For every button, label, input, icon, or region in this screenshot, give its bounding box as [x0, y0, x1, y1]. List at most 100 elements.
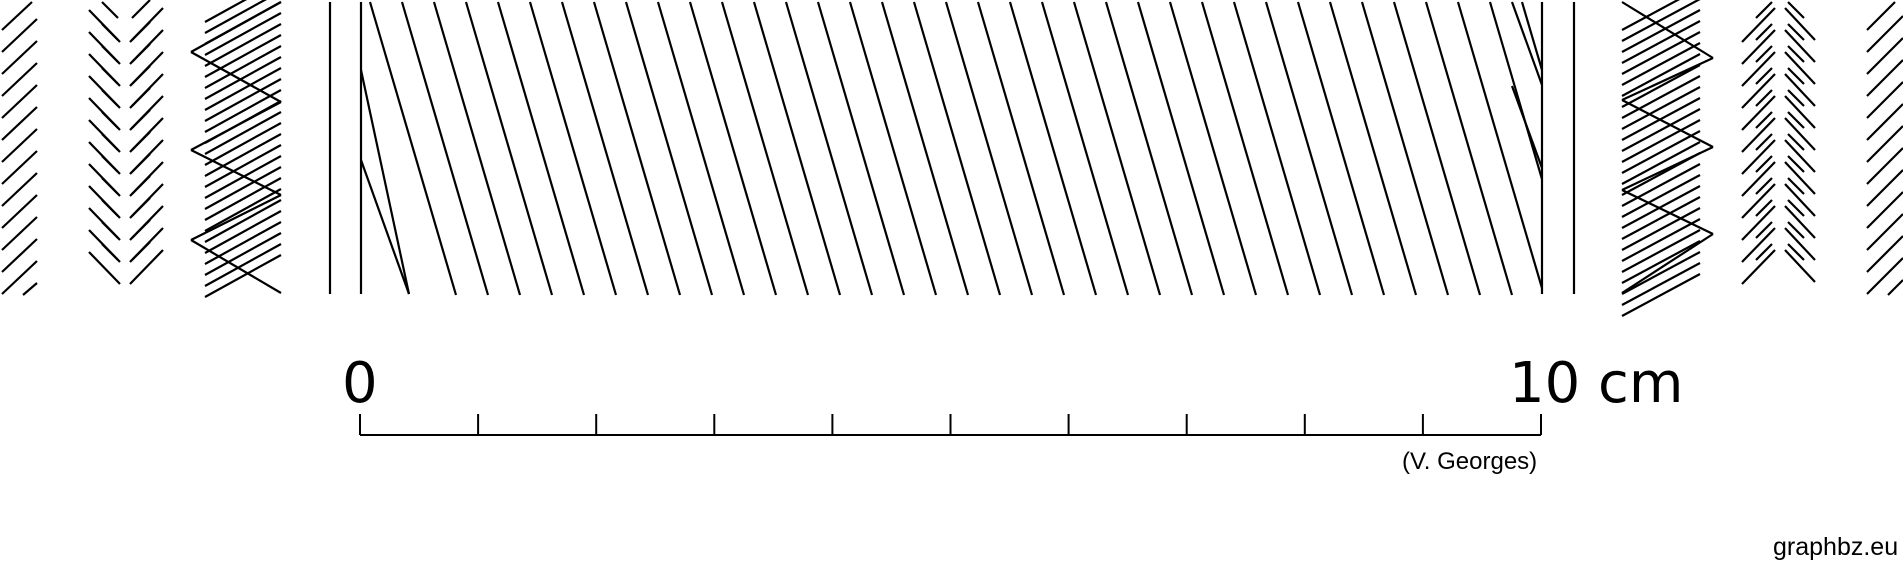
- main-band-line: [1040, 1, 1130, 296]
- stripe-line-right: [1866, 169, 1903, 207]
- sawtooth-hatch-right: [1621, 240, 1701, 284]
- stripe-line-right: [1866, 15, 1903, 53]
- chevron-line-right: [1741, 29, 1776, 65]
- sawtooth-hatch-right: [1621, 64, 1701, 108]
- scale-end-label: 10 cm: [1509, 351, 1684, 416]
- chevron-line-left: [101, 133, 119, 151]
- scale-start-label: 0: [342, 351, 378, 416]
- chevron-line-right: [1784, 29, 1816, 63]
- stripe-line-right: [1866, 147, 1903, 185]
- chevron-line-left: [131, 131, 151, 151]
- main-band-line: [1264, 1, 1354, 296]
- stripe-line-right: [1866, 191, 1903, 229]
- stripe-line-left: [1, 1, 33, 31]
- main-band-line: [496, 1, 586, 296]
- stripe-line-right: [1866, 257, 1903, 295]
- stripe-line-left: [1, 216, 38, 251]
- chevron-line-left: [101, 199, 119, 217]
- stripe-line-left: [1, 150, 38, 185]
- sawtooth-hatch-right: [1621, 229, 1701, 273]
- chevron-line-right: [1755, 221, 1773, 239]
- main-band-line: [624, 1, 714, 296]
- chevron-line-right: [1755, 23, 1773, 41]
- chevron-line-right: [1741, 117, 1776, 153]
- sawtooth-hatch-left: [204, 221, 282, 265]
- chevron-line-right: [1755, 89, 1773, 107]
- sawtooth-hatch-left: [204, 1, 282, 45]
- stripe-line-right: [1866, 125, 1903, 163]
- main-band-line: [359, 69, 411, 295]
- chevron-line-left: [101, 177, 119, 195]
- chevron-line-left: [131, 175, 151, 195]
- author-credit: (V. Georges): [1402, 448, 1538, 475]
- main-band-line: [720, 1, 810, 296]
- chevron-line-left: [129, 249, 164, 285]
- chevron-line-left: [131, 87, 151, 107]
- main-band-line: [400, 1, 490, 296]
- chevron-line-right: [1787, 243, 1805, 261]
- chevron-line-left: [101, 243, 119, 261]
- sawtooth-hatch-left: [204, 0, 267, 34]
- chevron-line-right: [1784, 183, 1816, 217]
- sawtooth-hatch-right: [1621, 97, 1701, 141]
- sawtooth-hatch-right: [1621, 185, 1701, 229]
- sawtooth-hatch-left: [204, 100, 282, 144]
- chevron-line-right: [1787, 1, 1805, 19]
- sawtooth-hatch-left: [204, 144, 282, 188]
- sawtooth-hatch-right: [1621, 207, 1701, 251]
- main-band-line: [688, 1, 778, 296]
- stripe-line-left: [1, 18, 38, 53]
- sawtooth-hatch-right: [1621, 163, 1701, 207]
- stripe-line-left: [1, 62, 38, 97]
- sawtooth-hatch-left: [204, 232, 282, 276]
- chevron-line-right: [1741, 7, 1776, 43]
- sawtooth-hatch-left: [204, 199, 282, 243]
- sawtooth-hatch-left: [204, 210, 282, 254]
- chevron-line-left: [131, 43, 151, 63]
- chevron-line-left: [101, 1, 119, 19]
- sawtooth-hatch-left: [204, 89, 282, 133]
- sawtooth-outline-left: [190, 194, 282, 241]
- main-band-line: [464, 1, 554, 296]
- chevron-line-right: [1741, 227, 1776, 263]
- chevron-line-left: [101, 111, 119, 129]
- sawtooth-hatch-right: [1621, 75, 1701, 119]
- sawtooth-outline-right: [1621, 1, 1714, 59]
- main-band-line: [912, 1, 1002, 296]
- main-band-line: [1328, 1, 1418, 296]
- main-band-line: [1200, 1, 1290, 296]
- stripe-line-right: [1866, 235, 1903, 273]
- chevron-line-left: [88, 251, 121, 285]
- sawtooth-outline-left: [190, 51, 282, 103]
- chevron-line-right: [1755, 199, 1773, 217]
- sawtooth-hatch-right: [1621, 42, 1701, 86]
- stripe-line-left: [1, 194, 38, 229]
- chevron-line-right: [1784, 73, 1816, 107]
- chevron-line-right: [1741, 205, 1776, 241]
- sawtooth-hatch-right: [1621, 262, 1701, 306]
- chevron-line-right: [1755, 1, 1773, 19]
- sawtooth-hatch-right: [1621, 174, 1701, 218]
- main-band-line: [1136, 1, 1226, 296]
- sawtooth-outline-left: [190, 239, 282, 294]
- sawtooth-hatch-right: [1621, 196, 1701, 240]
- chevron-line-left: [131, 241, 151, 261]
- main-band-line: [1072, 1, 1162, 296]
- site-watermark: graphbz.eu: [1773, 533, 1899, 561]
- sawtooth-hatch-right: [1621, 130, 1701, 174]
- chevron-line-left: [131, 21, 151, 41]
- stripe-line-left: [1, 40, 38, 75]
- chevron-line-left: [131, 109, 151, 129]
- sawtooth-hatch-left: [204, 12, 282, 56]
- chevron-line-right: [1755, 111, 1773, 129]
- sawtooth-hatch-right: [1621, 273, 1701, 317]
- main-band-line: [1360, 1, 1450, 296]
- chevron-line-left: [101, 89, 119, 107]
- chevron-line-right: [1784, 117, 1816, 151]
- sawtooth-outline-right: [1621, 233, 1714, 294]
- chevron-line-right: [1741, 139, 1776, 175]
- main-band-line: [848, 1, 938, 296]
- chevron-line-right: [1787, 23, 1805, 41]
- chevron-line-right: [1755, 67, 1773, 85]
